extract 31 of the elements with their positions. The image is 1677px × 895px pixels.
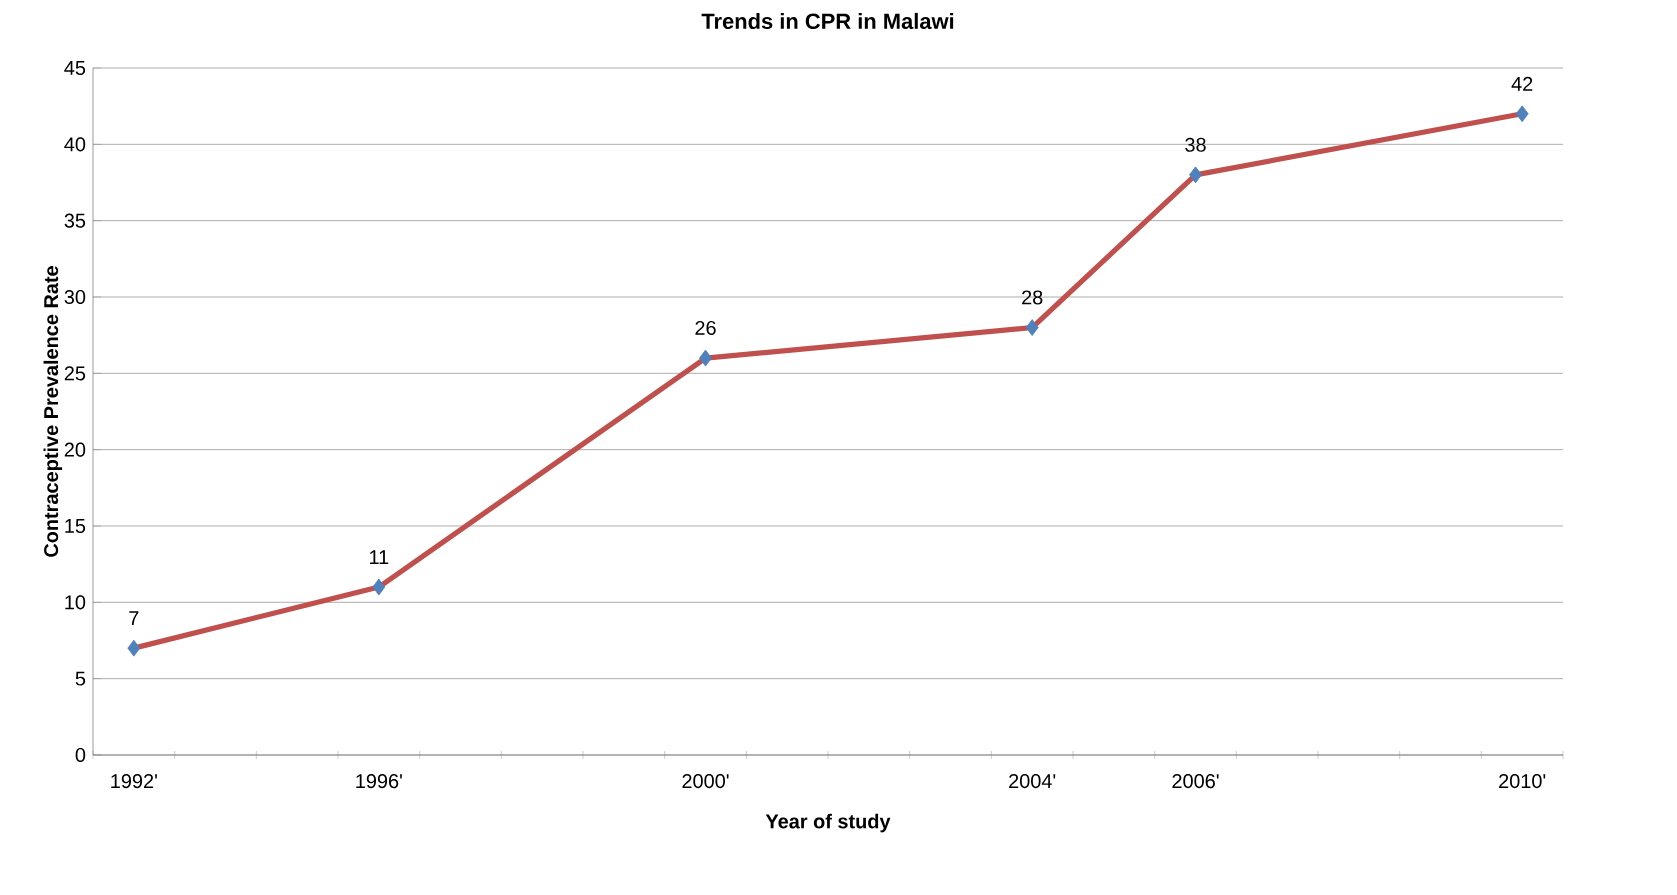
y-axis-title: Contraceptive Prevalence Rate (43, 266, 63, 557)
point (372, 578, 386, 596)
x-tick-label: 2010' (1499, 774, 1546, 789)
x-tick-label: 2006' (1172, 774, 1219, 789)
y-tick-label: 35 (64, 213, 86, 228)
x-tick-label: 2004' (1009, 774, 1056, 789)
data-label: 26 (695, 320, 716, 336)
x-axis-title: Year of study (765, 813, 891, 833)
point (1025, 319, 1039, 336)
point (127, 639, 141, 657)
point (1189, 166, 1202, 184)
y-tick-label: 25 (64, 366, 86, 381)
data-label: 38 (1185, 137, 1206, 152)
y-tick-label: 5 (75, 671, 86, 686)
data-label: 11 (370, 550, 389, 565)
y-tick-label: 45 (64, 61, 86, 75)
y-tick-label: 0 (75, 747, 86, 763)
chart-title: Trends in CPR in Malawi (701, 12, 954, 29)
data-label: 42 (1511, 76, 1533, 91)
point (1515, 105, 1529, 123)
y-tick-label: 15 (65, 519, 86, 533)
x-tick-label: 1992' (111, 774, 157, 789)
y-tick-label: 20 (64, 442, 86, 457)
x-tick-label: 2000' (682, 774, 729, 789)
data-label: 7 (129, 611, 139, 626)
point (699, 349, 712, 367)
y-tick-label: 30 (64, 289, 86, 305)
y-tick-label: 40 (64, 137, 86, 152)
y-tick-label: 10 (65, 595, 86, 610)
x-tick-label: 1996' (356, 774, 402, 789)
data-label: 28 (1022, 290, 1043, 305)
